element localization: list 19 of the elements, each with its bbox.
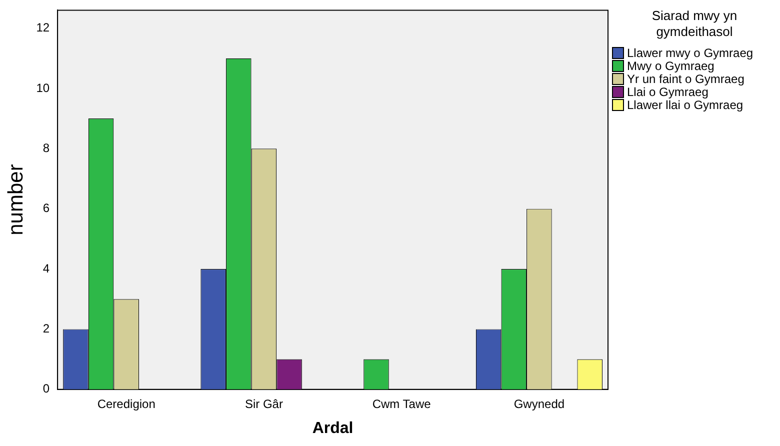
legend-title: Siarad mwy yn gymdeithasol bbox=[650, 8, 738, 40]
x-tick-label: Gwynedd bbox=[514, 396, 565, 411]
x-tick-label: Ceredigion bbox=[97, 396, 156, 411]
y-tick-label: 2 bbox=[42, 322, 50, 336]
legend-label: Mwy o Gymraeg bbox=[627, 58, 714, 72]
y-tick-label: 10 bbox=[36, 80, 50, 95]
y-tick-label: 12 bbox=[36, 20, 50, 35]
y-tick-label: 8 bbox=[42, 140, 50, 155]
legend-label: Llawer llai o Gymraeg bbox=[627, 98, 744, 112]
y-tick-label: 6 bbox=[42, 201, 50, 216]
legend-label: Yr un faint o Gymraeg bbox=[627, 72, 744, 86]
x-axis-title: Ardal bbox=[312, 420, 354, 437]
legend-label: Llawer mwy o Gymraeg bbox=[627, 46, 754, 60]
legend-label: Llai o Gymraeg bbox=[627, 84, 708, 98]
y-tick-label: 4 bbox=[42, 261, 50, 276]
y-axis-title: number bbox=[4, 164, 28, 236]
y-tick-label: 0 bbox=[42, 382, 50, 396]
x-tick-label: Sir Gâr bbox=[244, 396, 283, 411]
x-tick-label: Cwm Tawe bbox=[372, 396, 432, 411]
